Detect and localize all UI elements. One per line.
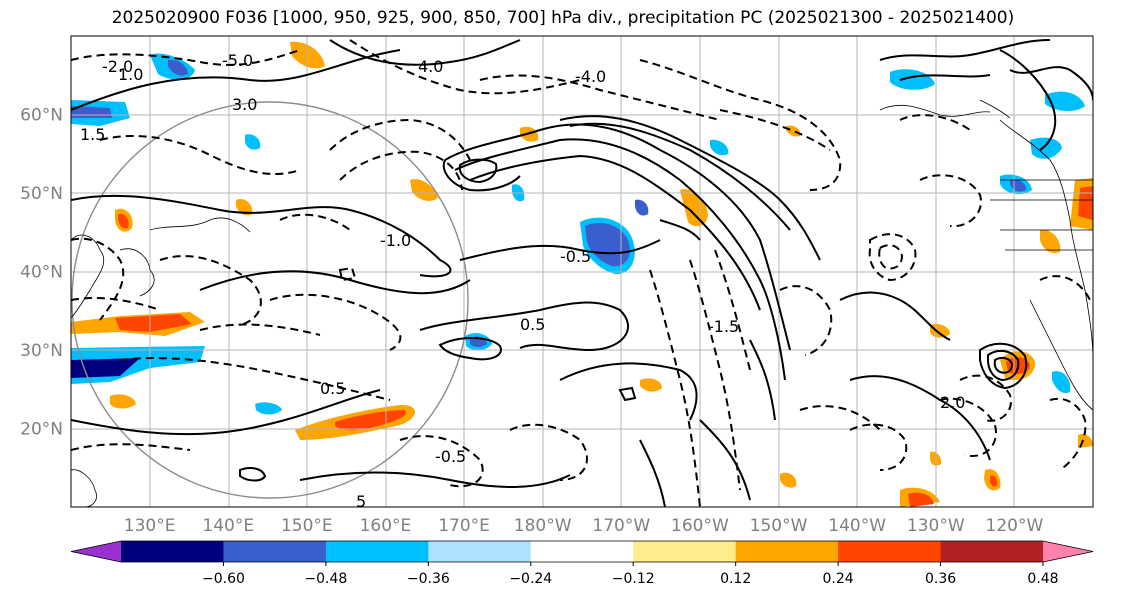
- longitude-labels: 130°E 140°E 150°E 160°E 170°E 180°W 170°W 160°W…: [124, 516, 1044, 536]
- colorbar-bin: [633, 541, 737, 562]
- colorbar-tick-label: −0.36: [407, 571, 450, 587]
- longitude-label: 140°E: [202, 516, 254, 536]
- longitude-label: 130°E: [124, 516, 176, 536]
- longitude-label: 150°W: [750, 516, 808, 536]
- latitude-label: 30°N: [20, 341, 63, 361]
- contour-label: 4.0: [418, 57, 443, 76]
- colorbar-tick-label: 0.48: [1027, 571, 1058, 587]
- map-title: 2025020900 F036 [1000, 950, 925, 900, 85…: [111, 8, 1015, 28]
- colorbar-bin: [530, 541, 634, 562]
- map-frame: [70, 35, 1094, 508]
- colorbar-bin: [325, 541, 429, 562]
- longitude-label: 160°W: [671, 516, 729, 536]
- longitude-label: 170°W: [592, 516, 650, 536]
- colorbar: −0.60 −0.48 −0.36 −0.24 −0.12 0.12 0.24 0.36 0.4…: [70, 540, 1094, 587]
- contour-label: -1.5: [708, 317, 739, 336]
- coastlines: [71, 99, 1093, 507]
- longitude-label: 140°W: [828, 516, 886, 536]
- colorbar-tick-label: 0.24: [823, 571, 854, 587]
- colorbar-outline: [70, 540, 1094, 563]
- colorbar-bin: [940, 541, 1044, 562]
- contour-label: -2.0: [102, 57, 133, 76]
- contour-label: -5.0: [222, 51, 253, 70]
- graticule: [71, 36, 1093, 507]
- contour-label: 5: [356, 492, 366, 511]
- contour-label: 3.0: [232, 95, 257, 114]
- contour-label: 0.5: [520, 315, 545, 334]
- contour-label: -0.5: [435, 447, 466, 466]
- colorbar-bin: [428, 541, 532, 562]
- longitude-label: 150°E: [281, 516, 333, 536]
- colorbar-extend-low: [71, 541, 121, 562]
- map-canvas: -2.0 1.0 -5.0 3.0 4.0 -4.0 -0.5 0.5 1.5 …: [71, 36, 1093, 511]
- colorbar-extend-high: [1043, 541, 1093, 562]
- colorbar-tick-label: −0.12: [612, 571, 655, 587]
- contour-label: 2.0: [940, 393, 965, 412]
- contour-label: -4.0: [575, 67, 606, 86]
- colorbar-bin: [121, 541, 224, 562]
- longitude-label: 160°E: [360, 516, 412, 536]
- latitude-label: 20°N: [20, 420, 63, 440]
- longitude-label: 180°W: [514, 516, 572, 536]
- longitude-label: 120°W: [986, 516, 1044, 536]
- longitude-label: 130°W: [907, 516, 965, 536]
- latitude-labels: 60°N 50°N 40°N 30°N 20°N: [20, 106, 63, 440]
- colorbar-tick-label: −0.60: [202, 571, 245, 587]
- latitude-label: 60°N: [20, 106, 63, 126]
- contour-label: -1.0: [380, 231, 411, 250]
- negative-contours: [71, 39, 1091, 507]
- contour-label: 0.5: [320, 379, 345, 398]
- latitude-label: 40°N: [20, 263, 63, 283]
- contour-label: 1.5: [80, 125, 105, 144]
- colorbar-bin: [223, 541, 327, 562]
- colorbar-bin: [735, 541, 839, 562]
- colorbar-tick-label: 0.12: [720, 571, 751, 587]
- colorbar-tick-label: −0.24: [509, 571, 552, 587]
- positive-contours: [71, 39, 1093, 507]
- longitude-label: 170°E: [438, 516, 490, 536]
- latitude-label: 50°N: [20, 184, 63, 204]
- contour-label: 1.0: [118, 65, 143, 84]
- contour-label: -0.5: [560, 247, 591, 266]
- contour-labels: -2.0 1.0 -5.0 3.0 4.0 -4.0 -0.5 0.5 1.5 …: [80, 51, 965, 511]
- colorbar-tick-label: 0.36: [925, 571, 956, 587]
- colorbar-bin: [838, 541, 942, 562]
- colorbar-tick-label: −0.48: [304, 571, 347, 587]
